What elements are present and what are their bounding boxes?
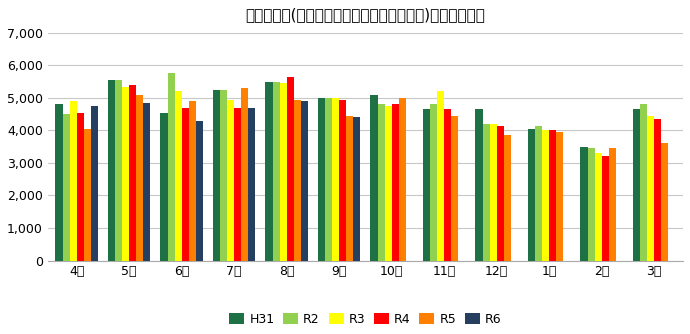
Bar xyxy=(580,147,587,261)
Bar xyxy=(430,105,437,261)
Bar xyxy=(549,130,556,261)
Bar xyxy=(399,98,406,261)
Bar xyxy=(227,100,234,261)
Bar xyxy=(444,109,451,261)
Bar xyxy=(122,87,129,261)
Bar xyxy=(196,121,203,261)
Bar xyxy=(332,98,339,261)
Bar xyxy=(535,126,542,261)
Bar xyxy=(55,105,63,261)
Bar xyxy=(528,129,535,261)
Bar xyxy=(83,129,91,261)
Bar xyxy=(346,116,353,261)
Legend: H31, R2, R3, R4, R5, R6: H31, R2, R3, R4, R5, R6 xyxy=(224,308,506,331)
Bar xyxy=(234,108,242,261)
Bar xyxy=(437,92,444,261)
Bar xyxy=(220,90,227,261)
Bar xyxy=(70,101,77,261)
Bar xyxy=(647,116,654,261)
Bar xyxy=(661,143,669,261)
Bar xyxy=(482,124,490,261)
Bar xyxy=(286,77,294,261)
Bar xyxy=(595,153,602,261)
Bar xyxy=(318,98,325,261)
Bar xyxy=(451,116,458,261)
Bar xyxy=(108,80,115,261)
Bar xyxy=(136,95,144,261)
Bar xyxy=(189,101,196,261)
Bar xyxy=(339,100,346,261)
Bar xyxy=(602,156,609,261)
Bar xyxy=(325,98,332,261)
Bar xyxy=(175,92,181,261)
Bar xyxy=(266,81,273,261)
Bar xyxy=(633,109,640,261)
Bar xyxy=(248,108,255,261)
Bar xyxy=(91,106,98,261)
Bar xyxy=(77,113,83,261)
Bar xyxy=(241,88,248,261)
Bar xyxy=(475,109,482,261)
Bar xyxy=(181,108,189,261)
Bar xyxy=(556,132,563,261)
Bar xyxy=(640,105,647,261)
Bar xyxy=(129,85,136,261)
Bar xyxy=(353,118,360,261)
Bar xyxy=(144,103,150,261)
Bar xyxy=(609,148,616,261)
Title: 家庭系ごみ(資源化物、水銀含有ごみを除く)の月別排出量: 家庭系ごみ(資源化物、水銀含有ごみを除く)の月別排出量 xyxy=(246,7,485,22)
Bar xyxy=(273,81,279,261)
Bar xyxy=(63,114,70,261)
Bar xyxy=(392,105,399,261)
Bar xyxy=(654,119,661,261)
Bar xyxy=(213,90,220,261)
Bar xyxy=(497,126,504,261)
Bar xyxy=(168,73,175,261)
Bar xyxy=(294,100,301,261)
Bar xyxy=(504,135,511,261)
Bar xyxy=(587,148,595,261)
Bar xyxy=(301,101,308,261)
Bar xyxy=(279,83,286,261)
Bar xyxy=(377,105,384,261)
Bar xyxy=(384,106,392,261)
Bar xyxy=(371,95,377,261)
Bar xyxy=(423,109,430,261)
Bar xyxy=(542,130,549,261)
Bar xyxy=(490,124,497,261)
Bar xyxy=(115,80,122,261)
Bar xyxy=(160,113,168,261)
